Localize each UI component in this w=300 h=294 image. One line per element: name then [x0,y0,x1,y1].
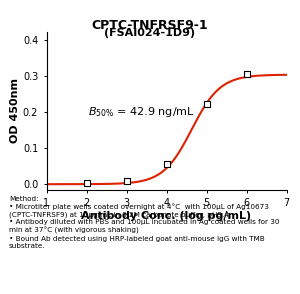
Point [204,102,209,106]
Text: (FSAI024-1D9): (FSAI024-1D9) [104,28,196,38]
Point [164,161,169,166]
X-axis label: Antibody Conc. (log pg/mL): Antibody Conc. (log pg/mL) [81,211,252,221]
Text: Method:
• Microtiter plate wells coated overnight at 4°C  with 100μL of Ag10673
: Method: • Microtiter plate wells coated … [9,196,280,249]
Y-axis label: OD 450nm: OD 450nm [10,78,20,143]
Text: $\mathit{B}_{50\%}$ = 42.9 ng/mL: $\mathit{B}_{50\%}$ = 42.9 ng/mL [88,105,195,119]
Point [124,178,129,183]
Point [84,181,89,186]
Text: CPTC-TNFRSF9-1: CPTC-TNFRSF9-1 [92,19,208,32]
Point [244,71,249,76]
